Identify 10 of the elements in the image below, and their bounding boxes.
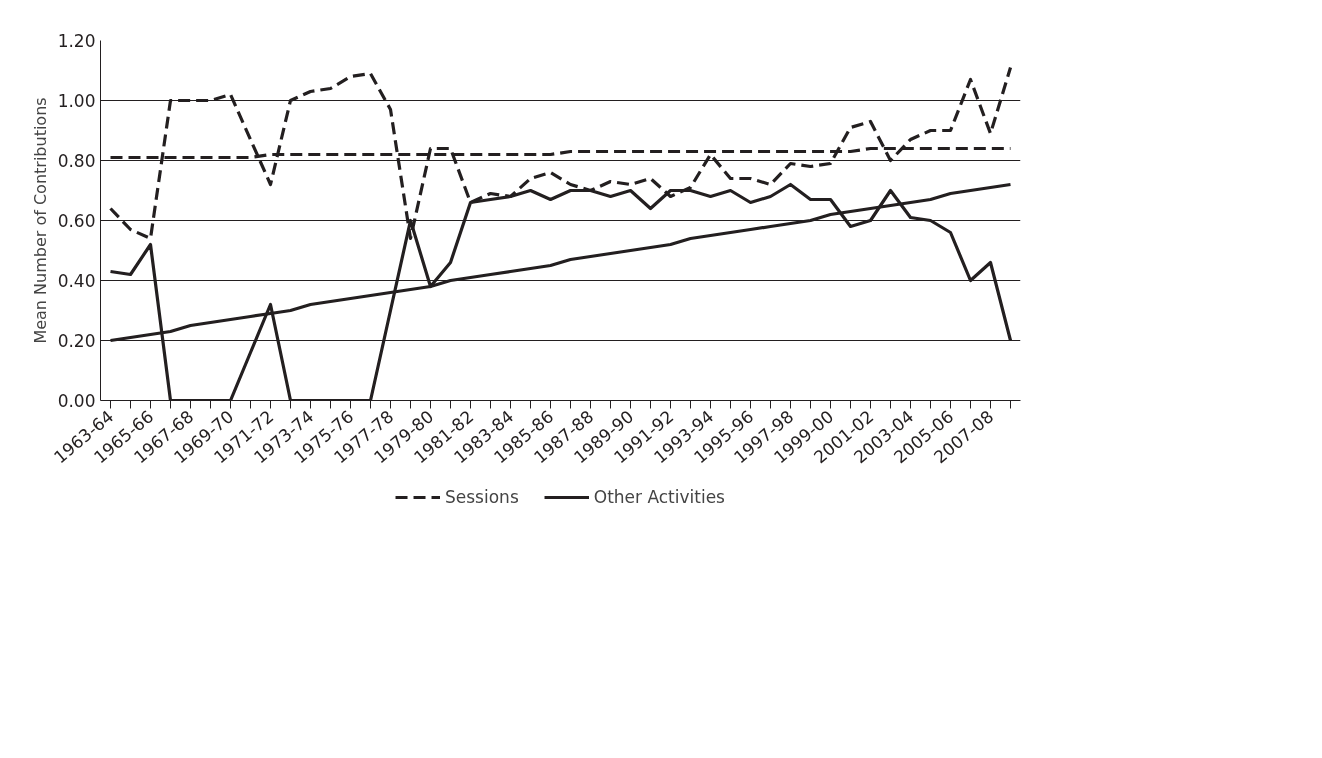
legend-label: Sessions: [445, 487, 519, 507]
y-tick-label: 0.20: [57, 331, 96, 351]
y-tick-label: 1.00: [57, 91, 96, 111]
y-tick-label: 1.20: [57, 31, 96, 51]
y-tick-label: 0.40: [57, 271, 96, 291]
y-tick-label: 0.60: [57, 211, 96, 231]
y-axis-title: Mean Number of Contributions: [30, 97, 50, 344]
legend-label: Other Activities: [593, 487, 725, 507]
y-tick-label: 0.80: [57, 151, 96, 171]
y-tick-label: 0.00: [57, 391, 96, 411]
